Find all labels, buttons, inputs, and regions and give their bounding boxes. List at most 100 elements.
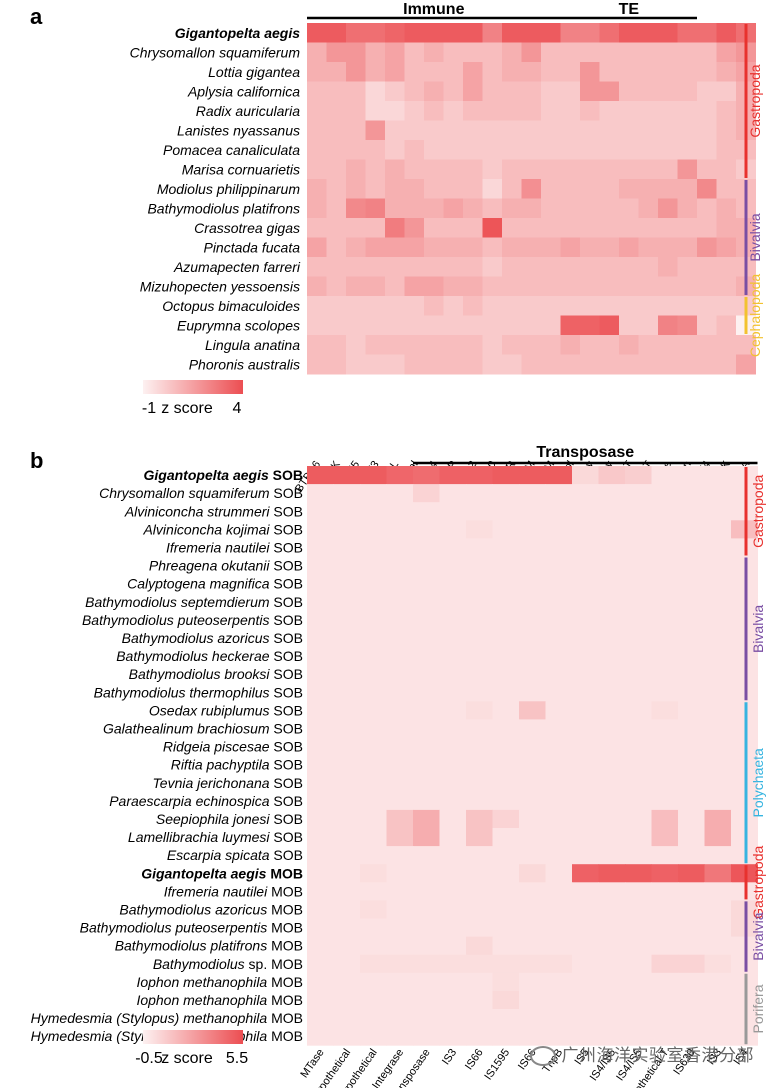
heatmap-cell: [545, 1009, 573, 1028]
heatmap-cell: [439, 719, 467, 738]
heatmap-cell: [326, 81, 347, 102]
heatmap-cell: [424, 101, 444, 121]
heatmap-cell: [572, 610, 599, 630]
heatmap-cell: [599, 335, 620, 355]
heatmap-cell: [521, 120, 542, 141]
heatmap-cell: [572, 592, 599, 612]
heatmap-cell: [307, 701, 334, 720]
heatmap-cell: [677, 179, 698, 199]
heatmap-cell: [598, 990, 626, 1010]
heatmap-cell: [333, 556, 361, 576]
row-group-label: Gastropoda: [750, 846, 766, 919]
heatmap-cell: [704, 809, 732, 829]
heatmap-cell: [704, 610, 732, 630]
heatmap-cell: [466, 918, 493, 938]
heatmap-cell: [443, 42, 464, 63]
heatmap-cell: [492, 737, 520, 757]
heatmap-cell: [598, 466, 626, 485]
heatmap-cell: [386, 990, 414, 1010]
heatmap-cell: [307, 296, 327, 316]
heatmap-cell: [545, 773, 573, 793]
heatmap-cell: [439, 755, 467, 775]
heatmap-cell: [572, 574, 599, 594]
heatmap-cell: [413, 773, 440, 793]
heatmap-cell: [560, 276, 581, 297]
heatmap-cell: [466, 502, 493, 521]
heatmap-cell: [404, 179, 425, 199]
row-label: Marisa cornuarietis: [182, 161, 300, 177]
heatmap-cell: [598, 592, 626, 612]
heatmap-cell: [541, 42, 561, 63]
heatmap-cell: [519, 574, 546, 594]
column-group-label: Immune: [403, 1, 464, 18]
heatmap-cell: [519, 1009, 546, 1028]
heatmap-cell: [386, 574, 414, 594]
heatmap-cell: [346, 296, 366, 316]
heatmap-cell: [365, 315, 386, 336]
heatmap-cell: [413, 647, 440, 666]
heatmap-cell: [580, 276, 600, 297]
heatmap-cell: [492, 828, 520, 847]
heatmap-cell: [572, 936, 599, 956]
heatmap-cell: [704, 900, 732, 919]
heatmap-cell: [560, 198, 581, 219]
heatmap-cell: [658, 198, 678, 219]
heatmap-cell: [365, 120, 386, 141]
heatmap-cell: [365, 159, 386, 180]
heatmap-cell: [307, 1027, 334, 1046]
heatmap-cell: [439, 538, 467, 557]
heatmap-cell: [651, 1009, 679, 1028]
heatmap-cell: [326, 42, 347, 63]
heatmap-cell: [386, 900, 414, 919]
heatmap-cell: [307, 882, 334, 901]
heatmap-cell: [697, 315, 717, 336]
heatmap-cell: [439, 610, 467, 630]
heatmap-cell: [466, 954, 493, 974]
heatmap-cell: [365, 237, 386, 258]
heatmap-cell: [413, 610, 440, 630]
heatmap-cell: [443, 159, 464, 180]
heatmap-cell: [492, 972, 520, 992]
heatmap-cell: [598, 936, 626, 956]
heatmap-cell: [677, 276, 698, 297]
heatmap-cell: [599, 218, 620, 238]
heatmap-cell: [492, 574, 520, 594]
colorbar-title: z score: [161, 1050, 213, 1067]
heatmap-cell: [541, 315, 561, 336]
heatmap-cell: [598, 809, 626, 829]
row-label: Chrysomallon squamiferum SOB: [99, 485, 303, 501]
row-label: Modiolus philippinarum: [157, 181, 301, 197]
heatmap-cell: [385, 62, 405, 82]
heatmap-cell: [716, 237, 737, 258]
heatmap-cell: [360, 683, 387, 702]
heatmap-cell: [560, 179, 581, 199]
heatmap-cell: [463, 81, 483, 102]
heatmap-cell: [482, 81, 503, 102]
heatmap-cell: [572, 628, 599, 648]
heatmap-cell: [413, 665, 440, 684]
heatmap-cell: [545, 809, 573, 829]
heatmap-cell: [697, 42, 717, 63]
heatmap-cell: [482, 354, 503, 375]
row-label: Riftia pachyptila SOB: [171, 757, 303, 773]
heatmap-cell: [677, 120, 698, 141]
heatmap-cell: [307, 218, 327, 238]
heatmap-cell: [413, 918, 440, 938]
heatmap-cell: [545, 918, 573, 938]
heatmap-cell: [598, 972, 626, 992]
row-label: Aplysia californica: [187, 83, 300, 99]
heatmap-cell: [545, 592, 573, 612]
heatmap-cell: [404, 218, 425, 238]
heatmap-cell: [365, 276, 386, 297]
heatmap-cell: [463, 42, 483, 63]
heatmap-cell: [386, 954, 414, 974]
heatmap-cell: [439, 990, 467, 1010]
heatmap-cell: [677, 198, 698, 219]
heatmap-cell: [466, 864, 493, 883]
heatmap-cell: [677, 140, 698, 160]
heatmap-cell: [492, 1027, 520, 1046]
heatmap-cell: [492, 1009, 520, 1028]
heatmap-cell: [413, 719, 440, 738]
heatmap-cell: [704, 864, 732, 883]
heatmap-cell: [678, 719, 705, 738]
